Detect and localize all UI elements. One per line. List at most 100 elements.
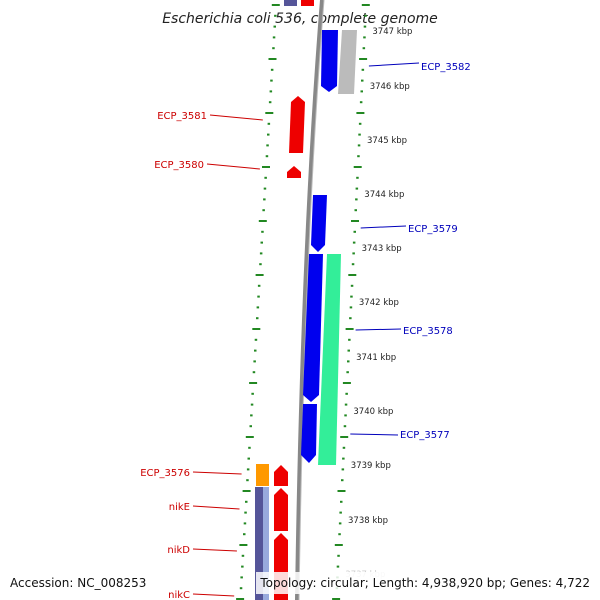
track-tick — [259, 252, 263, 255]
kbp-label: 3740 kbp — [353, 407, 393, 417]
gene-label-leader — [192, 471, 242, 475]
track-tick — [239, 544, 248, 546]
gene-label-ecp-3582[interactable]: ECP_3582 — [368, 62, 471, 73]
feature-ecp3576-orange[interactable] — [256, 464, 269, 486]
gene-label-leader — [192, 505, 240, 510]
feature-ecp3582-reverse[interactable] — [321, 30, 338, 92]
gene-label-ecp-3576[interactable]: ECP_3576 — [140, 468, 242, 479]
track-tick — [352, 252, 355, 255]
track-tick — [249, 382, 258, 384]
feature-ecp3580-forward[interactable] — [287, 166, 301, 178]
feature-nike-forward[interactable] — [274, 488, 288, 531]
feature-ecp3579-reverse[interactable] — [311, 195, 327, 252]
gene-label-text: ECP_3578 — [403, 326, 453, 337]
track-tick — [341, 479, 344, 482]
gene-label-leader — [206, 163, 260, 170]
kbp-label: 3742 kbp — [359, 298, 399, 308]
kbp-label: 3744 kbp — [364, 190, 404, 200]
feature-ecp3582-grey[interactable] — [338, 30, 357, 94]
feature-navy-top[interactable] — [284, 0, 297, 6]
track-tick — [265, 155, 269, 158]
kbp-label: 3738 kbp — [348, 516, 388, 526]
track-tick — [334, 544, 343, 546]
kbp-label: 3743 kbp — [362, 244, 402, 254]
gene-label-ecp-3578[interactable]: ECP_3578 — [355, 326, 453, 337]
gene-label-text: nikC — [168, 590, 190, 600]
gene-label-text: nikE — [169, 502, 190, 513]
feature-navy-nik[interactable] — [255, 487, 263, 600]
track-tick — [264, 176, 267, 179]
track-tick — [345, 328, 354, 330]
gene-label-leader — [209, 114, 263, 121]
track-tick — [262, 166, 270, 168]
kbp-label: 3745 kbp — [367, 136, 407, 146]
track-tick — [337, 554, 340, 557]
gene-label-ecp-3581[interactable]: ECP_3581 — [157, 111, 263, 122]
feature-lightblue-nik[interactable] — [263, 487, 269, 600]
track-tick — [337, 490, 346, 492]
track-tick — [340, 500, 343, 503]
track-tick — [261, 230, 264, 233]
track-tick — [256, 317, 259, 320]
track-tick — [263, 198, 266, 201]
gene-label-ecp-3577[interactable]: ECP_3577 — [350, 430, 450, 441]
track-tick — [251, 392, 254, 395]
gene-label-leader — [192, 548, 237, 552]
track-tick — [350, 284, 354, 287]
gene-label-nike[interactable]: nikE — [169, 502, 240, 513]
track-tick — [245, 500, 248, 503]
gene-label-nikd[interactable]: nikD — [167, 545, 237, 556]
gene-label-ecp-3579[interactable]: ECP_3579 — [360, 224, 458, 235]
track-tick — [265, 112, 274, 114]
gene-label-leader — [355, 328, 402, 331]
topology-label: Topology: circular; Length: 4,938,920 bp… — [256, 572, 594, 594]
track-tick — [271, 4, 280, 6]
track-tick — [342, 382, 351, 384]
track-tick — [343, 425, 347, 428]
track-tick — [362, 47, 366, 50]
feature-ecp3576-forward[interactable] — [274, 465, 288, 486]
track-tick — [245, 436, 254, 438]
gene-label-nikc[interactable]: nikC — [168, 590, 235, 600]
feature-forward-top[interactable] — [301, 0, 314, 6]
gene-label-leader — [360, 225, 407, 229]
track-tick — [259, 263, 262, 266]
genome-title: Escherichia coli 536, complete genome — [162, 11, 438, 27]
track-tick — [250, 414, 253, 417]
track-tick — [344, 403, 348, 406]
track-tick — [355, 198, 358, 201]
track-tick — [242, 490, 251, 492]
track-tick — [241, 554, 245, 557]
track-tick — [256, 306, 260, 309]
track-tick — [339, 511, 342, 514]
feature-ecp3577-reverse[interactable] — [301, 404, 317, 463]
track-tick — [254, 338, 258, 341]
track-tick — [244, 511, 247, 514]
accession-label: Accession: NC_008253 — [6, 572, 151, 594]
track-tick — [240, 576, 243, 579]
gene-label-text: ECP_3576 — [140, 468, 190, 479]
feature-ecp3581-forward[interactable] — [289, 96, 305, 153]
track-tick — [356, 112, 365, 114]
track-tick — [345, 392, 348, 395]
feature-ecp3578-reverse[interactable] — [303, 254, 323, 402]
track-tick — [241, 565, 244, 568]
gene-label-ecp-3580[interactable]: ECP_3580 — [154, 160, 260, 171]
track-tick — [263, 187, 267, 190]
gene-label-leader — [368, 62, 420, 67]
track-tick — [342, 446, 346, 449]
feature-ecp3578-green[interactable] — [318, 254, 341, 465]
track-tick — [336, 565, 340, 568]
gene-label-text: ECP_3579 — [408, 224, 458, 235]
track-tick — [250, 403, 254, 406]
gene-label-text: ECP_3581 — [157, 111, 207, 122]
gene-label-text: nikD — [167, 545, 190, 556]
track-tick — [257, 295, 260, 298]
track-tick — [344, 414, 347, 417]
track-tick — [270, 79, 273, 82]
track-tick — [358, 133, 361, 136]
track-tick — [332, 598, 341, 600]
track-tick — [273, 25, 276, 28]
track-tick — [361, 79, 364, 82]
